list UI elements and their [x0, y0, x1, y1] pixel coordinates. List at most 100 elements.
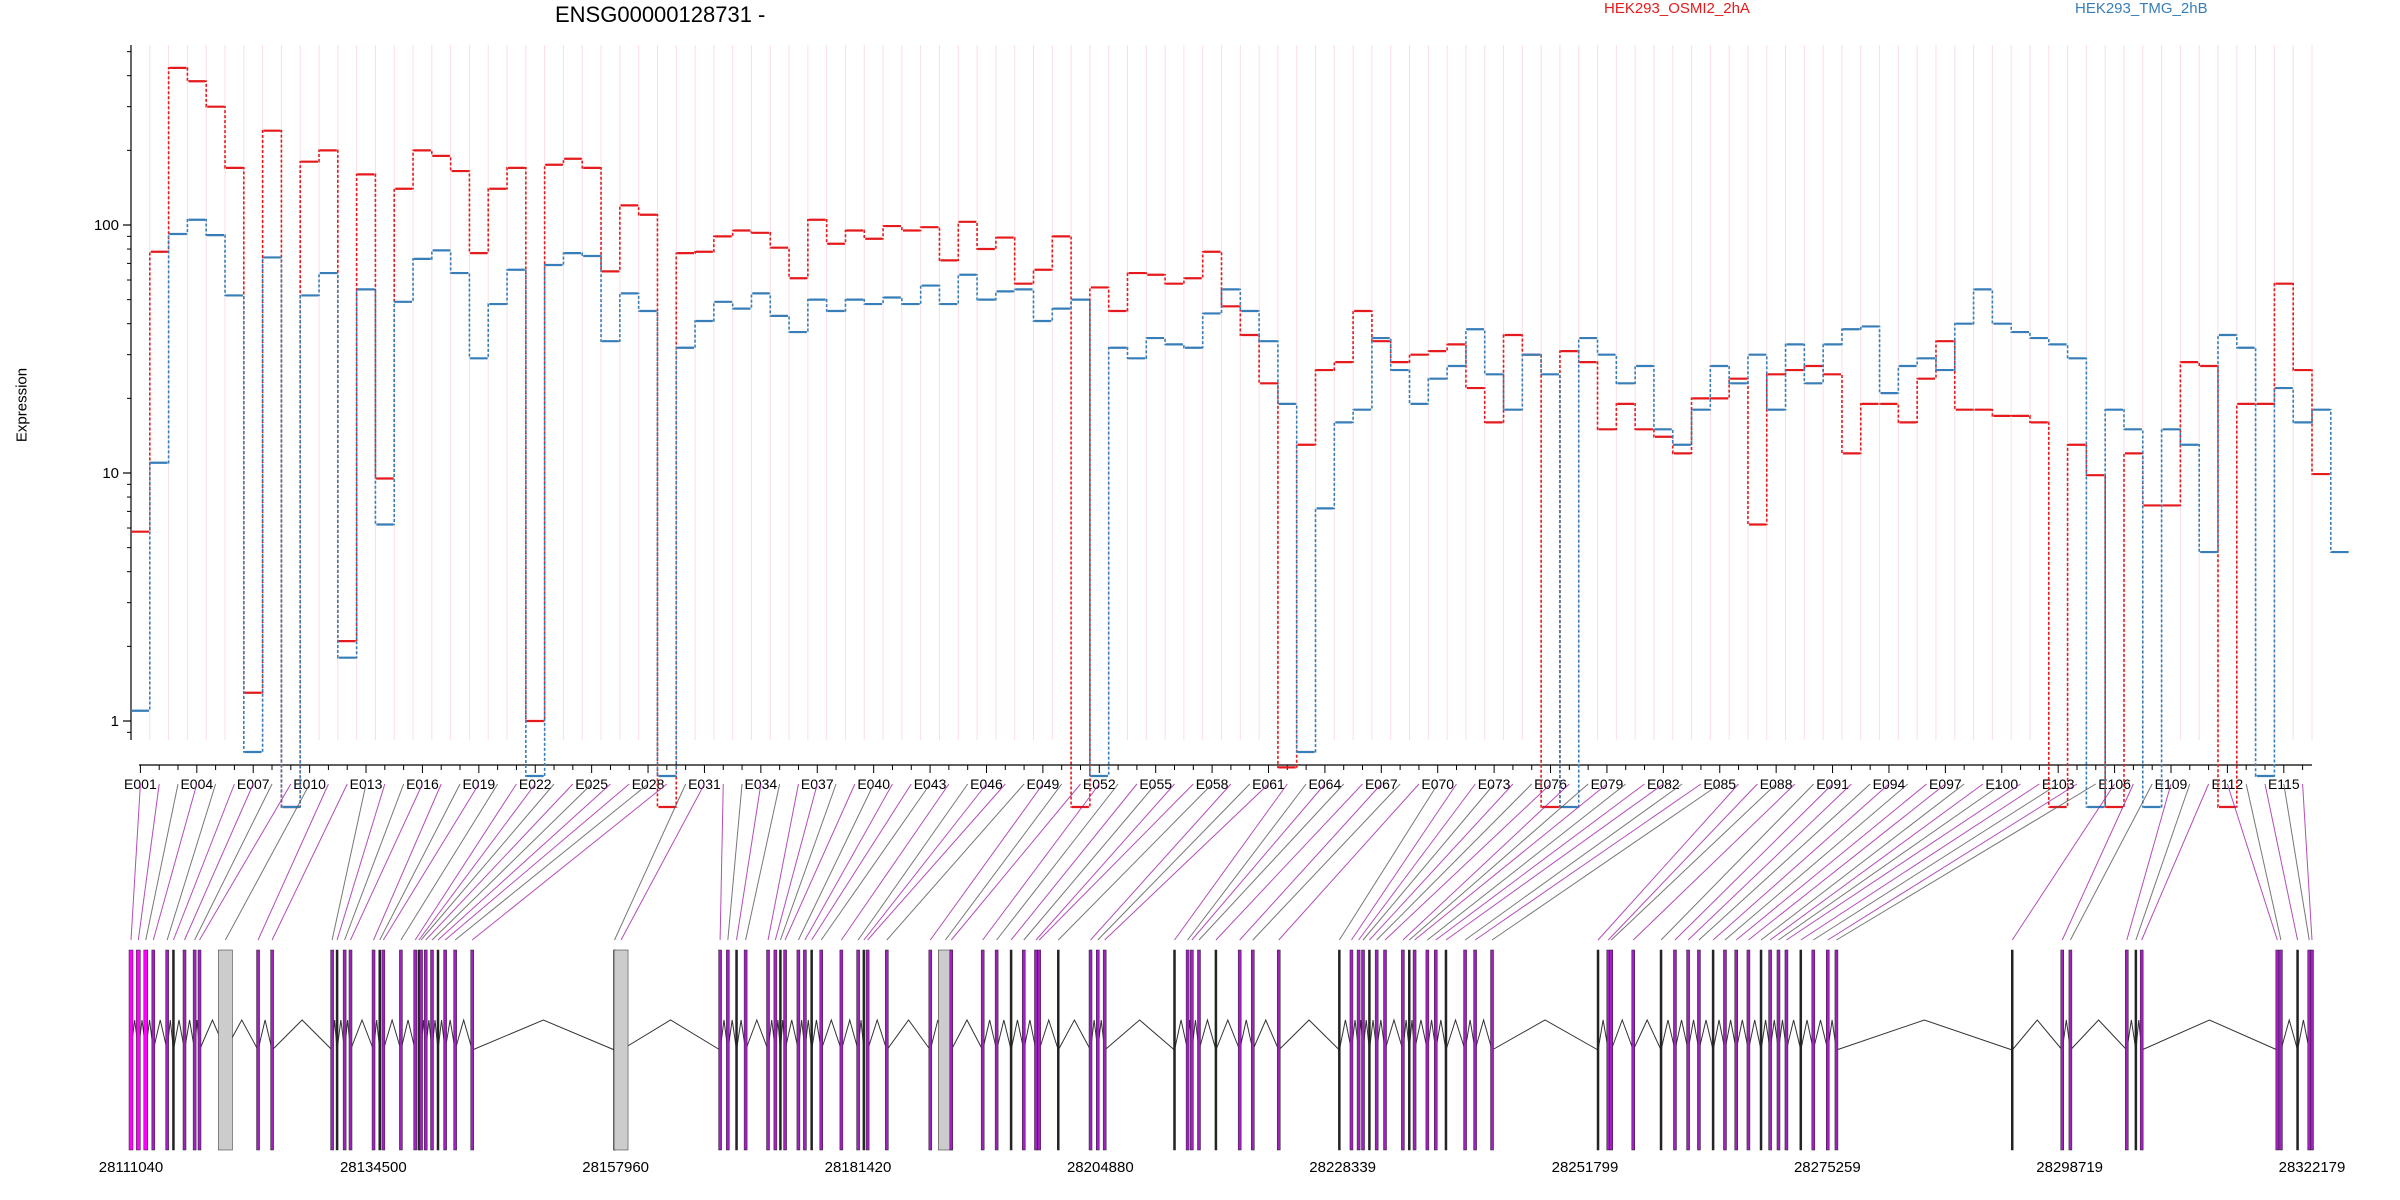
intron-line: [1239, 1019, 1254, 1051]
exon-box: [165, 949, 169, 1151]
x-tick-label: E037: [801, 776, 834, 792]
intron-line: [2011, 1019, 2063, 1051]
exon-box: [197, 949, 202, 1151]
exon-box: [423, 949, 428, 1151]
intron-line: [400, 1019, 416, 1051]
exon-box: [735, 949, 738, 1151]
exon-connector: [1735, 783, 1927, 941]
x-tick-label: E016: [406, 776, 439, 792]
series-line: [131, 218, 2350, 808]
exon-connector: [767, 783, 799, 941]
exon-connector: [1813, 783, 2059, 941]
exon-connector: [1786, 783, 2021, 941]
exon-box: [378, 949, 381, 1151]
intron-line: [1747, 1019, 1762, 1051]
intron-line: [1698, 1019, 1714, 1051]
exon-box: [796, 949, 801, 1151]
exon-box: [1009, 949, 1013, 1151]
exon-box: [1746, 949, 1751, 1151]
exon-box: [1799, 949, 1803, 1151]
genome-position-label: 28181420: [825, 1159, 892, 1176]
exon-connector: [152, 783, 198, 941]
exon-box: [1022, 949, 1026, 1151]
exon-box: [443, 949, 447, 1151]
exon-box: [143, 949, 149, 1151]
exon-box: [994, 949, 999, 1151]
x-tick-label: E094: [1873, 776, 1906, 792]
exon-box: [1237, 949, 1242, 1151]
exon-box: [1723, 949, 1727, 1151]
intron-line: [1010, 1019, 1025, 1051]
intron-line: [1104, 1019, 1175, 1051]
x-tick-label: E034: [745, 776, 778, 792]
exon-connector: [1435, 783, 1645, 941]
exon-box: [182, 949, 187, 1151]
exon-connector: [886, 783, 1025, 941]
exon-connector: [1252, 783, 1401, 941]
exon-box: [430, 949, 434, 1151]
x-tick-label: E001: [124, 776, 157, 792]
exon-connector: [1035, 783, 1175, 941]
intron-line: [950, 1018, 984, 1051]
exon-connector: [2135, 783, 2191, 941]
genome-position-label: 28275259: [1794, 1159, 1861, 1176]
x-tick-label: E004: [180, 776, 213, 792]
exon-box: [2010, 949, 2014, 1151]
exon-connector: [1491, 783, 1721, 941]
intron-line: [996, 1019, 1012, 1051]
exon-box: [1412, 949, 1417, 1151]
x-tick-label: E106: [2098, 776, 2131, 792]
exon-connector: [727, 783, 743, 941]
exon-box: [1383, 949, 1387, 1151]
intron-line: [1610, 1018, 1634, 1051]
intron-line: [1038, 1018, 1059, 1051]
exon-box: [2134, 949, 2138, 1151]
exon-connector: [1712, 783, 1890, 941]
exon-connector: [1010, 783, 1138, 941]
exon-box: [436, 949, 440, 1151]
exon-connector: [2264, 783, 2299, 941]
exon-connector: [820, 783, 931, 941]
exon-connector: [1038, 783, 1194, 941]
exon-connector: [1427, 783, 1627, 941]
exon-box: [1408, 949, 1411, 1151]
intron-line: [784, 1019, 799, 1051]
exon-connector: [1338, 783, 1439, 941]
exon-box: [1759, 949, 1763, 1151]
exon-box: [1361, 949, 1365, 1151]
x-tick-label: E067: [1365, 776, 1398, 792]
intron-line: [1660, 1019, 1676, 1051]
exon-box: [2068, 949, 2073, 1151]
exon-connector: [420, 783, 555, 941]
exon-connector: [1597, 783, 1739, 941]
intron-line: [1674, 1019, 1689, 1051]
genome-position-label: 28322179: [2279, 1159, 2346, 1176]
intron-line: [350, 1018, 375, 1051]
x-tick-label: E103: [2042, 776, 2075, 792]
exon-connector: [1607, 783, 1758, 941]
x-tick-label: E064: [1309, 776, 1342, 792]
exon-connector: [745, 783, 781, 941]
exon-connector: [1836, 783, 2097, 941]
exon-connector: [379, 783, 461, 941]
exon-box: [1776, 949, 1781, 1151]
exon-box: [726, 949, 730, 1151]
intron-line: [1491, 1019, 1599, 1051]
exon-connector: [1187, 783, 1307, 941]
exon-box: [1596, 949, 1600, 1151]
x-tick-label: E079: [1591, 776, 1624, 792]
x-tick-label: E049: [1027, 776, 1060, 792]
exon-connector: [944, 783, 1063, 941]
exon-box: [1185, 949, 1190, 1151]
exon-connector: [382, 783, 480, 941]
intron-line: [1800, 1019, 1814, 1051]
x-tick-label: E031: [688, 776, 721, 792]
x-tick-label: E061: [1252, 776, 1285, 792]
exon-box: [2139, 949, 2144, 1151]
exon-box: [413, 949, 417, 1151]
exon-box: [1631, 949, 1635, 1151]
exon-connector: [1215, 783, 1363, 941]
intron-line: [1215, 1018, 1241, 1051]
intron-line: [1632, 1018, 1662, 1051]
exon-box: [1609, 949, 1613, 1151]
